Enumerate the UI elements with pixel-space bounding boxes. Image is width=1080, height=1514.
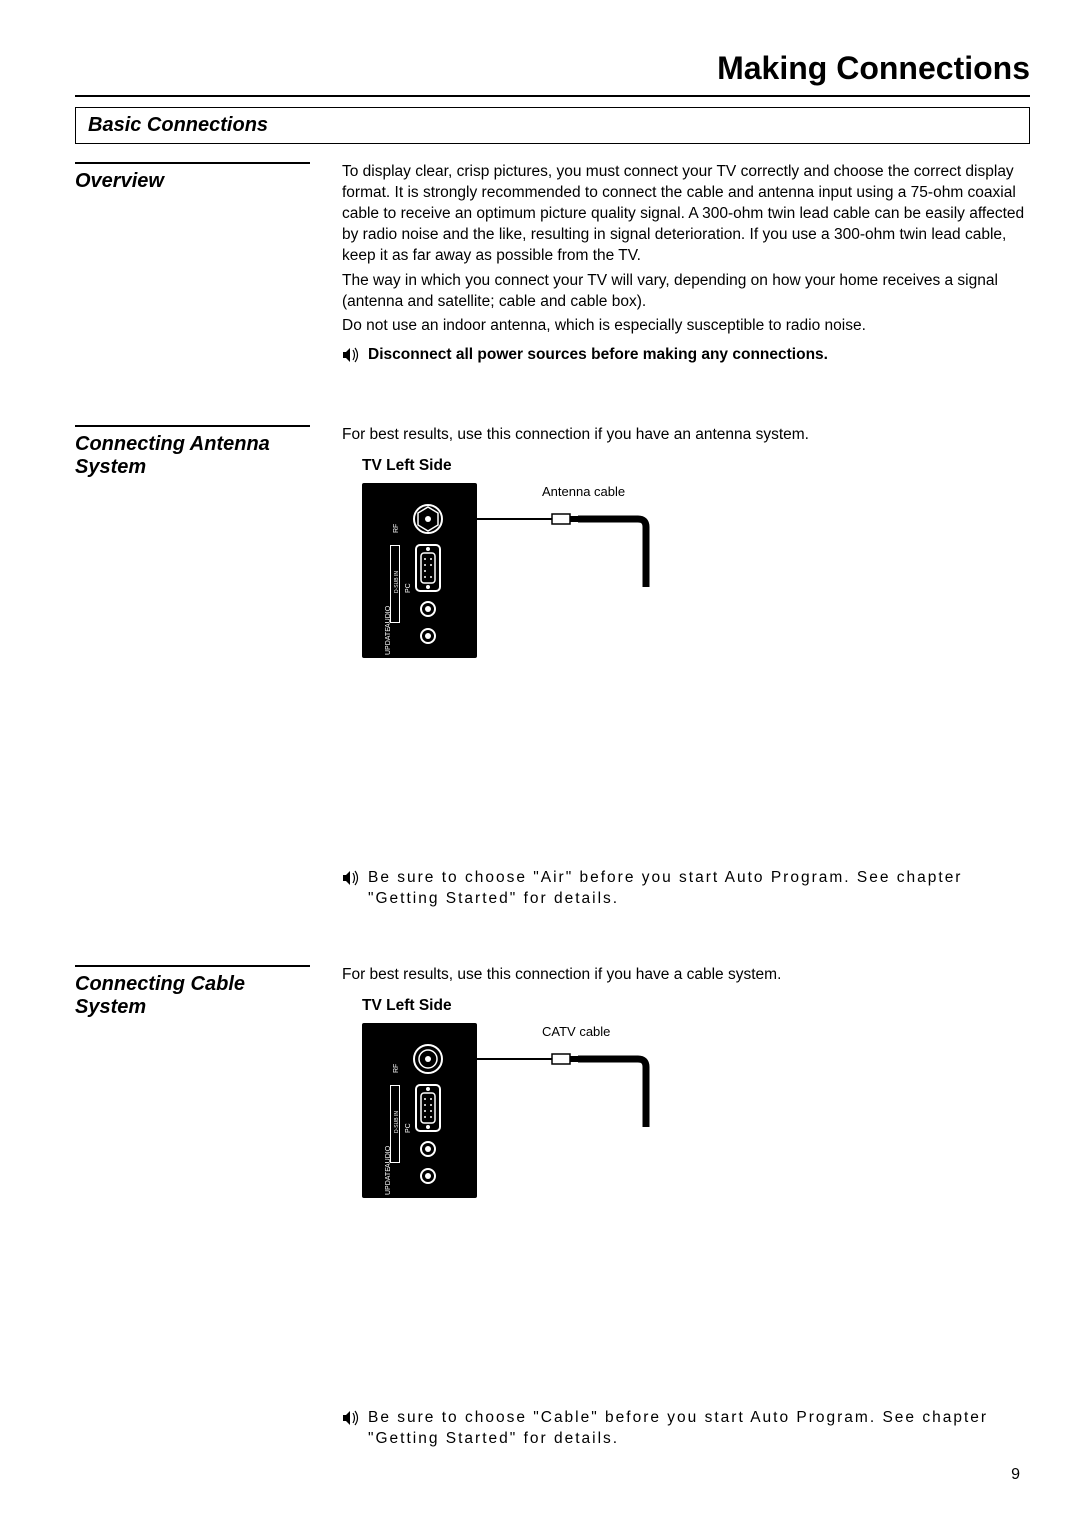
title-underline xyxy=(75,95,1030,97)
section-header-text: Basic Connections xyxy=(88,114,268,136)
audio-label: AUDIO xyxy=(384,1146,393,1168)
speaker-icon xyxy=(342,347,360,370)
overview-para2: The way in which you connect your TV wil… xyxy=(342,271,1030,313)
page-title: Making Connections xyxy=(75,50,1030,87)
antenna-block: Connecting Antenna System For best resul… xyxy=(75,425,1030,910)
rf-port-icon xyxy=(410,1041,446,1077)
rf-label: RF xyxy=(392,1063,401,1072)
cable-graphic xyxy=(447,501,667,596)
cable-cable-label: CATV cable xyxy=(542,1023,610,1041)
page-number: 9 xyxy=(1011,1466,1020,1484)
audio-jack-icon xyxy=(420,628,436,644)
cable-block: Connecting Cable System For best results… xyxy=(75,965,1030,1450)
cable-graphic xyxy=(447,1041,667,1136)
speaker-icon xyxy=(342,1410,360,1433)
overview-para1: To display clear, crisp pictures, you mu… xyxy=(342,162,1030,267)
rf-port-icon xyxy=(410,501,446,537)
antenna-note: Be sure to choose "Air" before you start… xyxy=(368,868,1030,910)
audio-label: AUDIO xyxy=(384,606,393,628)
cable-diagram-title: TV Left Side xyxy=(362,996,1030,1017)
audio-jack-icon xyxy=(420,601,436,617)
update-label: UPDATE xyxy=(384,1167,393,1195)
update-label: UPDATE xyxy=(384,627,393,655)
antenna-intro: For best results, use this connection if… xyxy=(342,425,1030,446)
antenna-heading: Connecting Antenna System xyxy=(75,425,310,479)
overview-para3: Do not use an indoor antenna, which is e… xyxy=(342,316,1030,337)
overview-block: Overview To display clear, crisp picture… xyxy=(75,162,1030,370)
antenna-cable-label: Antenna cable xyxy=(542,483,625,501)
vga-port-icon xyxy=(414,543,442,593)
vga-port-icon xyxy=(414,1083,442,1133)
cable-heading: Connecting Cable System xyxy=(75,965,310,1019)
dsub-label: D-SUB IN xyxy=(394,571,401,593)
cable-note: Be sure to choose "Cable" before you sta… xyxy=(368,1408,1030,1450)
speaker-icon xyxy=(342,870,360,893)
overview-heading: Overview xyxy=(75,162,310,193)
pc-label: PC xyxy=(404,1123,413,1133)
overview-note: Disconnect all power sources before maki… xyxy=(368,345,828,366)
audio-jack-icon xyxy=(420,1168,436,1184)
cable-intro: For best results, use this connection if… xyxy=(342,965,1030,986)
audio-jack-icon xyxy=(420,1141,436,1157)
section-header-box: Basic Connections xyxy=(75,107,1030,144)
antenna-diagram: Antenna cable RF PC D-SUB IN AUDIO UPDAT… xyxy=(362,483,1030,658)
cable-diagram: CATV cable RF PC D-SUB IN AUDIO UPDATE xyxy=(362,1023,1030,1198)
rf-label: RF xyxy=(392,524,401,533)
dsub-label: D-SUB IN xyxy=(394,1111,401,1133)
antenna-diagram-title: TV Left Side xyxy=(362,456,1030,477)
pc-label: PC xyxy=(404,583,413,593)
